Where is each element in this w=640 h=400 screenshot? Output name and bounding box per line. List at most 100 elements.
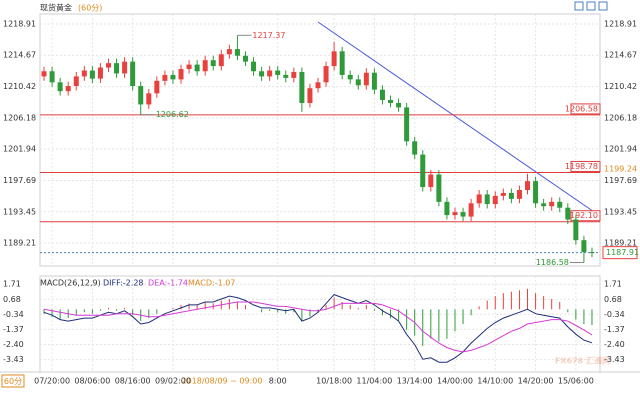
icon[interactable] xyxy=(574,1,584,11)
diff-label: DIFF:-2.28 xyxy=(103,279,144,288)
candle-body xyxy=(154,80,160,94)
macd-title: MACD(26,12,9) xyxy=(40,279,101,288)
chart-title: 现货黄金 xyxy=(40,3,72,13)
watermark: FX678 汇通网 xyxy=(555,356,610,366)
y-tick-label: -3.43 xyxy=(3,355,24,364)
macd-label: MACD:-1.07 xyxy=(188,279,235,288)
candle-body xyxy=(549,201,555,207)
y-tick-label: 1.71 xyxy=(3,280,21,289)
y-tick-label: 1206.18 xyxy=(3,113,36,122)
candle-body xyxy=(452,212,458,216)
y-tick-label: 1206.18 xyxy=(604,113,637,122)
y-tick-label: -3.43 xyxy=(604,355,625,364)
level-label-box xyxy=(570,103,601,115)
candle-body xyxy=(130,61,136,86)
candle-body xyxy=(65,86,71,92)
last-price-box xyxy=(602,246,638,260)
candle-body xyxy=(589,251,595,253)
candle-body xyxy=(89,70,95,79)
candle-body xyxy=(251,61,257,72)
y-tick-label: 1218.91 xyxy=(604,19,637,28)
candle-body xyxy=(581,240,587,252)
candle-body xyxy=(347,74,353,80)
x-tick-label: 10/18:00 xyxy=(316,377,352,386)
icon[interactable] xyxy=(598,1,608,11)
dea-line xyxy=(43,301,593,353)
candle-body xyxy=(516,190,522,199)
candle-body xyxy=(404,107,410,142)
candle-body xyxy=(557,201,563,208)
y-tick-label: 1210.42 xyxy=(3,82,36,91)
candle-body xyxy=(194,64,200,72)
price-panel xyxy=(39,13,601,267)
x-tick-label: 11/04:00 xyxy=(356,377,392,386)
level-label: 1206.58 xyxy=(565,104,598,113)
candle-body xyxy=(371,72,377,90)
x-tick-label: 13/14:00 xyxy=(397,377,433,386)
candle-body xyxy=(412,141,418,155)
candle-body xyxy=(323,66,329,83)
candle-body xyxy=(525,181,531,191)
candle-body xyxy=(105,63,111,68)
candle-body xyxy=(122,61,128,74)
candle-body xyxy=(388,100,394,103)
candle-body xyxy=(355,79,361,86)
candle-body xyxy=(363,72,369,86)
candle-body xyxy=(114,63,120,74)
candle-body xyxy=(162,74,168,81)
candle-body xyxy=(186,64,192,70)
price-annotation: 1186.58 xyxy=(536,258,569,267)
candle-body xyxy=(242,55,248,62)
candle-body xyxy=(428,174,434,188)
y-tick-label: 1189.21 xyxy=(3,239,36,248)
level-label-box xyxy=(570,210,601,222)
y-tick-label: -0.34 xyxy=(3,310,24,319)
trend-line xyxy=(317,21,601,217)
candle-body xyxy=(218,54,224,67)
candle-body xyxy=(41,71,47,77)
candle-body xyxy=(331,51,337,67)
y-tick-label: 1214.67 xyxy=(3,51,36,60)
y-tick-label: -1.37 xyxy=(604,325,625,334)
candle-body xyxy=(81,70,87,77)
candle-body xyxy=(170,74,176,80)
candle-body xyxy=(57,82,63,92)
candle-body xyxy=(468,203,474,217)
x-tick-label: 09/02:00 xyxy=(155,377,191,386)
y-tick-label: 1193.45 xyxy=(604,207,637,216)
candle-body xyxy=(97,67,103,79)
y-tick-label: -1.37 xyxy=(3,325,24,334)
candle-body xyxy=(291,71,297,78)
period[interactable]: 60分 xyxy=(4,377,22,386)
y-tick-label: 0.68 xyxy=(3,295,21,304)
candle-body xyxy=(210,60,216,67)
candle-body xyxy=(436,174,442,202)
candle-body xyxy=(339,51,345,75)
x-tick-label: 14/10:00 xyxy=(477,377,513,386)
x-tick-label: 08/06:00 xyxy=(74,377,110,386)
candle-body xyxy=(508,192,514,199)
period-box[interactable] xyxy=(1,374,25,388)
y-tick-label: 1218.91 xyxy=(3,19,36,28)
candle-body xyxy=(460,212,466,217)
icon[interactable] xyxy=(586,1,596,11)
x-tick-label: 14/00:00 xyxy=(437,377,473,386)
y-tick-label: 1201.94 xyxy=(604,145,637,154)
y-tick-label: -0.34 xyxy=(604,310,625,319)
y-tick-label: -2.40 xyxy=(604,340,625,349)
x-tick-label: 14/20:00 xyxy=(518,377,554,386)
price-annotation: 1206.62 xyxy=(156,110,189,119)
candle-body xyxy=(283,74,289,78)
y-tick-label: 1.71 xyxy=(604,280,622,289)
y-tick-label: 1197.69 xyxy=(604,176,637,185)
candle-body xyxy=(573,219,579,241)
candle-body xyxy=(565,207,571,220)
y-tick-label: -2.40 xyxy=(3,340,24,349)
candle-body xyxy=(307,88,313,103)
candle-body xyxy=(73,76,79,86)
candle-body xyxy=(484,194,490,205)
candle-body xyxy=(420,154,426,188)
candle-body xyxy=(178,69,184,80)
crosshair-time: 2018/08/09 ~ 09:00 xyxy=(182,377,263,386)
